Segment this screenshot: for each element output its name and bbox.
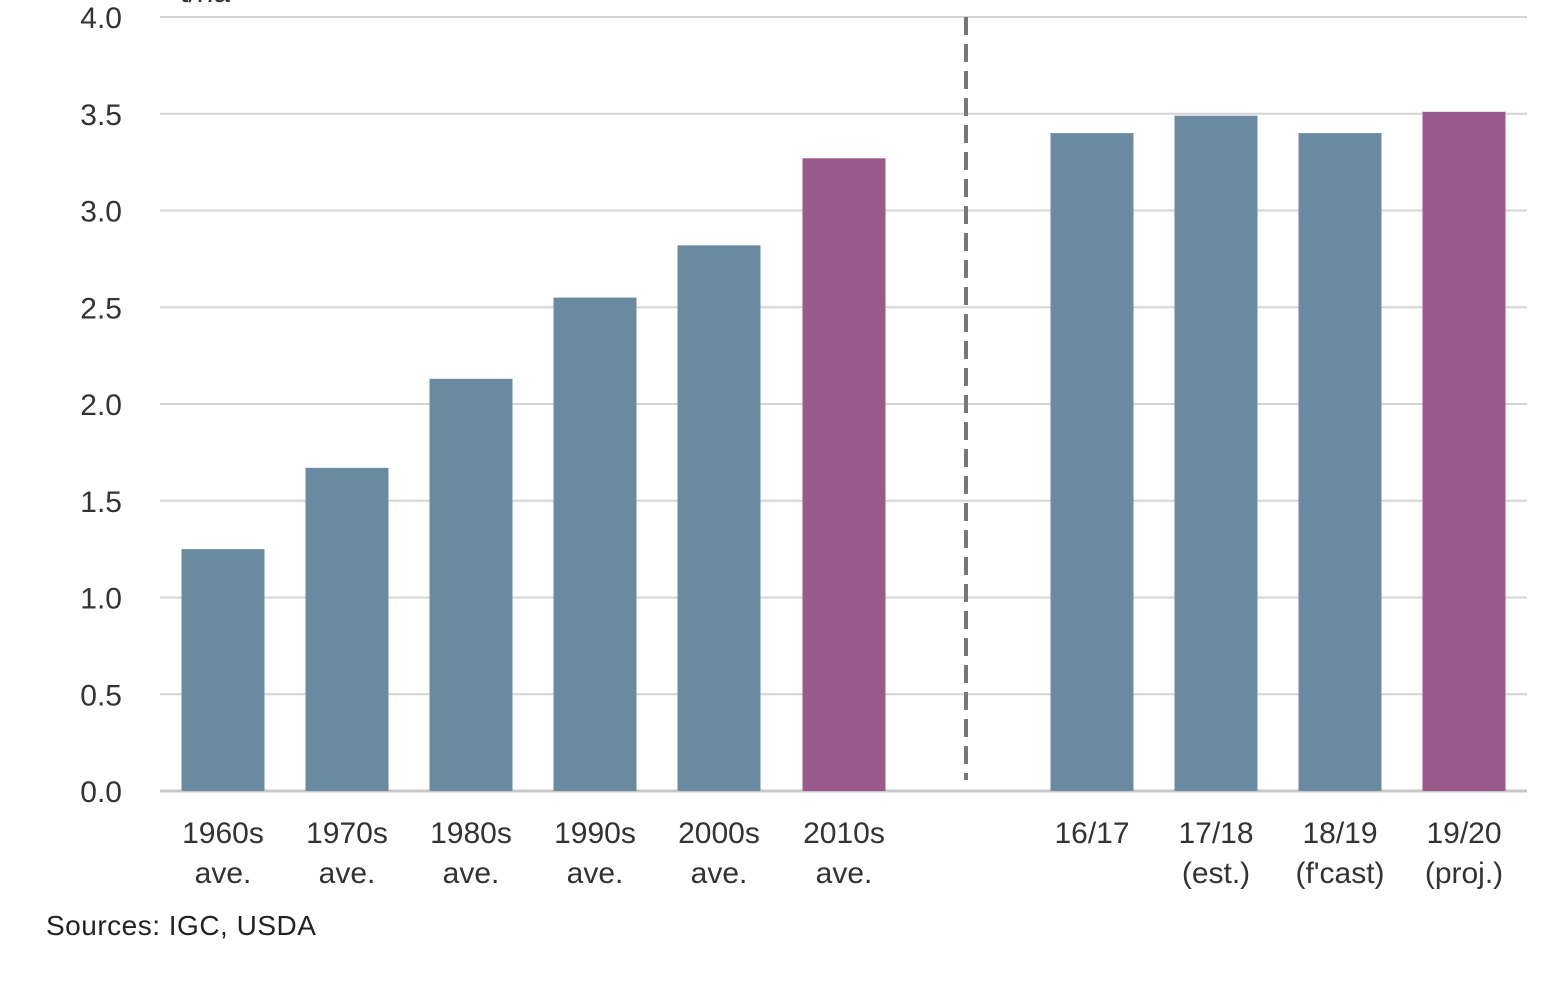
y-tick-label: 3.5 bbox=[80, 99, 122, 132]
x-tick-label: ave. bbox=[691, 857, 748, 890]
x-tick-label: (f'cast) bbox=[1295, 857, 1384, 890]
x-tick-label: 2000s bbox=[678, 817, 760, 850]
x-axis-ticks: 1960s ave. 1970s ave. 1980s ave. 1990s ave. 2000… bbox=[182, 817, 1503, 890]
y-tick-label: 1.0 bbox=[80, 583, 122, 616]
y-tick-label: 0.5 bbox=[80, 679, 122, 712]
x-tick-label: ave. bbox=[319, 857, 376, 890]
y-tick-label: 3.0 bbox=[80, 196, 122, 229]
x-tick-label: 19/20 bbox=[1426, 817, 1501, 850]
bar bbox=[305, 467, 389, 791]
x-tick-label: 18/19 bbox=[1302, 817, 1377, 850]
unit-label: t/ha bbox=[180, 0, 230, 9]
x-tick-label: 2010s bbox=[803, 817, 885, 850]
source-note: Sources: IGC, USDA bbox=[46, 910, 317, 941]
x-tick-label: (proj.) bbox=[1425, 857, 1503, 890]
bars bbox=[181, 111, 1506, 792]
x-tick-label: ave. bbox=[816, 857, 873, 890]
x-tick-label: 1960s bbox=[182, 817, 264, 850]
bar bbox=[1422, 111, 1506, 791]
x-tick-label: 1970s bbox=[306, 817, 388, 850]
x-tick-label: ave. bbox=[567, 857, 624, 890]
bar bbox=[1298, 133, 1382, 792]
y-tick-label: 2.0 bbox=[80, 389, 122, 422]
x-tick-label: ave. bbox=[443, 857, 500, 890]
x-tick-label: 17/18 bbox=[1178, 817, 1253, 850]
y-tick-label: 2.5 bbox=[80, 292, 122, 325]
bar bbox=[553, 297, 637, 791]
bar bbox=[181, 549, 265, 791]
bar bbox=[1050, 133, 1134, 792]
bar bbox=[1174, 115, 1258, 791]
bar bbox=[677, 245, 761, 791]
y-axis-ticks: 0.0 0.5 1.0 1.5 2.0 2.5 3.0 3.5 4.0 bbox=[80, 2, 122, 809]
y-tick-label: 0.0 bbox=[80, 776, 122, 809]
y-tick-label: 4.0 bbox=[80, 2, 122, 35]
x-tick-label: 1980s bbox=[430, 817, 512, 850]
x-tick-label: 1990s bbox=[554, 817, 636, 850]
bar bbox=[802, 158, 886, 791]
x-tick-label: ave. bbox=[195, 857, 252, 890]
y-tick-label: 1.5 bbox=[80, 486, 122, 519]
bar bbox=[429, 378, 513, 791]
x-tick-label: 16/17 bbox=[1054, 817, 1129, 850]
x-tick-label: (est.) bbox=[1182, 857, 1250, 890]
